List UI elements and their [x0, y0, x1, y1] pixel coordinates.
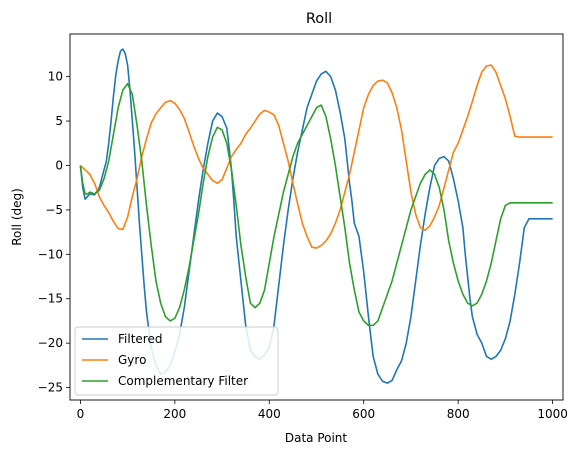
chart-title: Roll — [306, 11, 332, 27]
y-tick-label: 0 — [55, 158, 63, 172]
series-line-complementary-filter — [79, 82, 553, 327]
y-tick-label: −20 — [38, 336, 63, 350]
y-tick-label: 10 — [48, 70, 63, 84]
series-line-filtered — [79, 48, 553, 384]
x-tick-label: 400 — [258, 407, 281, 421]
y-tick-label: −15 — [38, 292, 63, 306]
x-tick-label: 1000 — [537, 407, 568, 421]
x-tick-label: 800 — [447, 407, 470, 421]
y-axis: −25 −20 −15 −10 −5 0 5 10 — [38, 70, 70, 395]
legend-label: Gyro — [118, 353, 146, 367]
series-line-gyro — [79, 64, 553, 249]
x-axis: 0 200 400 600 800 1000 — [77, 400, 568, 421]
x-axis-label: Data Point — [285, 431, 348, 445]
x-tick-label: 600 — [352, 407, 375, 421]
y-axis-label: Roll (deg) — [10, 188, 24, 246]
y-tick-label: −25 — [38, 381, 63, 395]
y-tick-label: 5 — [55, 114, 63, 128]
legend-label: Filtered — [118, 332, 162, 346]
legend-box — [74, 326, 279, 396]
y-tick-label: −5 — [45, 203, 63, 217]
axes-frame — [69, 33, 564, 401]
x-tick-label: 0 — [77, 407, 85, 421]
x-tick-label: 200 — [163, 407, 186, 421]
legend-label: Complementary Filter — [118, 374, 248, 388]
legend: Filtered Gyro Complementary Filter — [74, 326, 279, 396]
plot-area — [79, 48, 553, 384]
y-tick-label: −10 — [38, 247, 63, 261]
